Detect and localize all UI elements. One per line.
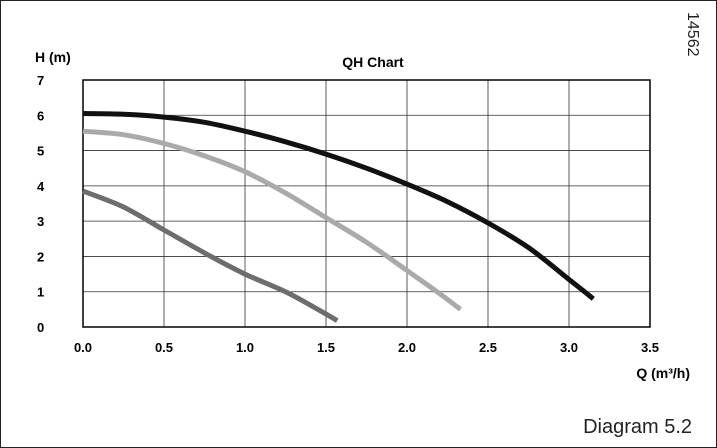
chart-title: QH Chart [342,54,404,70]
y-tick-label: 1 [37,285,44,300]
y-tick-label: 7 [37,73,44,88]
x-tick-label: 2.5 [479,340,497,355]
plot-border [82,79,651,328]
y-tick-label: 3 [37,214,44,229]
y-axis-label: H (m) [35,49,71,65]
y-tick-label: 4 [37,179,45,194]
series-line-curve-medium [82,128,463,312]
x-tick-label: 3.5 [641,340,659,355]
x-tick-label: 2.0 [398,340,416,355]
x-tick-labels: 0.0 0.5 1.0 1.5 2.0 2.5 3.0 3.5 [74,340,659,355]
x-tick-label: 0.5 [155,340,173,355]
x-tick-label: 3.0 [560,340,578,355]
y-tick-label: 6 [37,108,44,123]
grid [83,80,650,327]
x-tick-label: 1.5 [317,340,335,355]
x-axis-label: Q (m³/h) [636,365,690,381]
y-tick-label: 5 [37,144,44,159]
y-tick-label: 2 [37,249,44,264]
series-line-curve-high [82,111,595,301]
y-tick-label: 0 [37,320,44,335]
series-line-curve-low [82,188,339,323]
curves [82,111,595,323]
x-tick-label: 1.0 [236,340,254,355]
figure-code: 14562 [684,12,701,57]
x-tick-label: 0.0 [74,340,92,355]
figure-caption: Diagram 5.2 [583,416,692,438]
y-tick-labels: 0 1 2 3 4 5 6 7 [37,73,45,335]
